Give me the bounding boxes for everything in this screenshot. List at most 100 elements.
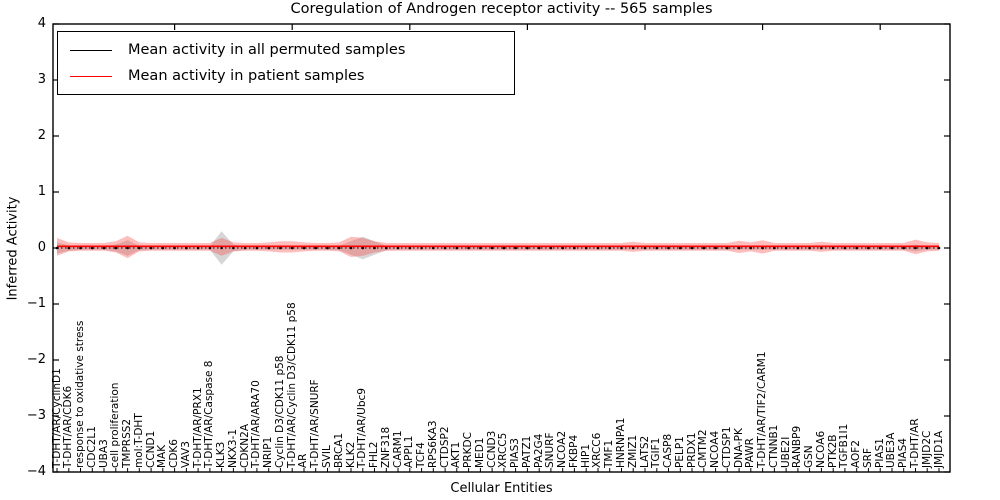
x-tick-label: CTDSP2: [438, 426, 451, 468]
permuted-mean-marker: [808, 246, 811, 250]
legend-line-patient-icon: [70, 75, 112, 77]
x-tick-label: CTNNB1: [767, 424, 780, 468]
x-tick-label: CARM1: [391, 430, 404, 468]
permuted-mean-marker: [185, 246, 188, 250]
x-tick-label: RPS6KA3: [426, 420, 439, 468]
permuted-mean-marker: [443, 246, 447, 250]
permuted-mean-marker: [726, 246, 729, 250]
x-tick-label: NKX3-1: [226, 428, 239, 468]
x-tick-label: CDC2L1: [85, 426, 98, 468]
x-tick-label: T-DHT/AR/PRX1: [191, 387, 204, 468]
permuted-mean-marker: [773, 246, 776, 250]
x-tick-label: CASP8: [662, 433, 675, 468]
permuted-mean-marker: [620, 246, 623, 250]
x-tick-label: SNURF: [544, 432, 557, 468]
permuted-mean-marker: [173, 246, 176, 250]
permuted-mean-marker: [290, 246, 294, 250]
permuted-mean-marker: [761, 246, 764, 250]
legend: Mean activity in all permuted samples Me…: [57, 31, 515, 95]
permuted-mean-marker: [537, 246, 541, 250]
y-tick-label: 2: [37, 128, 46, 143]
permuted-mean-marker: [490, 246, 494, 250]
x-tick-label: T-DHT/AR/Ubc9: [356, 388, 369, 468]
y-tick-label: −3: [26, 408, 46, 423]
permuted-mean-marker: [432, 246, 435, 250]
y-tick-label: −4: [26, 464, 46, 479]
permuted-mean-marker: [467, 246, 470, 250]
permuted-mean-marker: [925, 246, 929, 250]
permuted-mean-marker: [667, 246, 670, 250]
x-tick-label: T-DHT/AR/CDK6: [62, 385, 75, 468]
x-tick-label: ZMIZ1: [626, 434, 639, 468]
permuted-mean-marker: [232, 246, 235, 250]
x-tick-label: GSN: [803, 445, 816, 468]
permuted-mean-marker: [573, 246, 576, 250]
x-tick-label: NCOA6: [814, 430, 827, 468]
x-tick-label: MED1: [473, 437, 486, 468]
x-tick-label: PTK2B: [826, 434, 839, 468]
x-tick-label: CDKN2A: [238, 423, 251, 468]
permuted-mean-marker: [302, 246, 306, 250]
y-tick-label: −2: [26, 352, 46, 367]
permuted-mean-marker: [902, 246, 905, 250]
x-tick-label: NCOA4: [709, 430, 722, 468]
y-tick-label: −1: [26, 296, 46, 311]
permuted-mean-marker: [79, 246, 82, 250]
permuted-mean-marker: [243, 246, 247, 250]
x-tick-label: T-DHT/AR/Cyclin D3/CDK11 p58: [285, 302, 298, 468]
x-tick-label: CDK6: [168, 439, 181, 468]
legend-entry-permuted: Mean activity in all permuted samples: [58, 42, 514, 58]
x-tick-label: KLK3: [215, 441, 228, 468]
permuted-mean-marker: [584, 246, 588, 250]
permuted-mean-marker: [267, 246, 271, 250]
x-tick-label: HNRNPA1: [614, 417, 627, 468]
permuted-mean-marker: [914, 246, 917, 250]
x-tick-label: T-DHT/AR/Caspase 8: [203, 360, 216, 468]
permuted-mean-marker: [208, 246, 212, 250]
permuted-mean-marker: [502, 246, 506, 250]
x-tick-label: LATS2: [638, 435, 651, 468]
permuted-mean-marker: [737, 246, 741, 250]
permuted-mean-marker: [526, 246, 529, 250]
permuted-mean-marker: [326, 246, 329, 250]
permuted-mean-marker: [396, 246, 400, 250]
x-tick-label: BRCA1: [332, 432, 345, 468]
permuted-mean-marker: [937, 246, 941, 250]
x-tick-label: PELP1: [673, 436, 686, 468]
x-tick-label: APPL1: [403, 435, 416, 468]
y-tick-label: 4: [37, 16, 46, 31]
permuted-mean-marker: [878, 246, 882, 250]
permuted-mean-marker: [337, 246, 341, 250]
permuted-mean-marker: [843, 246, 847, 250]
x-tick-label: JMJD2C: [920, 430, 933, 468]
chart-title: Coregulation of Androgen receptor activi…: [290, 1, 713, 17]
x-tick-label: RANBP9: [791, 425, 804, 468]
permuted-mean-marker: [796, 246, 800, 250]
permuted-mean-marker: [749, 246, 753, 250]
permuted-mean-marker: [408, 246, 412, 250]
permuted-mean-marker: [420, 246, 423, 250]
permuted-mean-marker: [373, 246, 376, 250]
permuted-mean-marker: [196, 246, 200, 250]
y-tick-label: 0: [37, 240, 46, 255]
x-tick-label: UBA3: [97, 439, 110, 468]
permuted-mean-marker: [690, 246, 694, 250]
permuted-mean-marker: [161, 246, 165, 250]
x-tick-label: PA2G4: [532, 433, 545, 468]
permuted-mean-marker: [549, 246, 553, 250]
x-tick-label: TGIF1: [650, 437, 663, 468]
x-tick-label: PAWR: [744, 438, 757, 468]
legend-line-permuted-icon: [70, 49, 112, 51]
permuted-mean-marker: [114, 246, 118, 250]
x-tick-label: ZNF318: [379, 426, 392, 468]
x-tick-label: UBE3A: [885, 432, 898, 468]
x-tick-label: AOF2: [850, 440, 863, 468]
x-tick-label: Cyclin D3/CDK11 p58: [273, 355, 286, 468]
permuted-mean-marker: [349, 246, 353, 250]
x-tick-label: VAV3: [179, 441, 192, 468]
x-tick-label: DNA-PK: [732, 428, 745, 468]
x-tick-label: TGFB1I1: [838, 423, 851, 468]
x-tick-label: AKT1: [450, 441, 463, 468]
x-tick-label: T-DHT/AR/ARA70: [250, 380, 263, 468]
